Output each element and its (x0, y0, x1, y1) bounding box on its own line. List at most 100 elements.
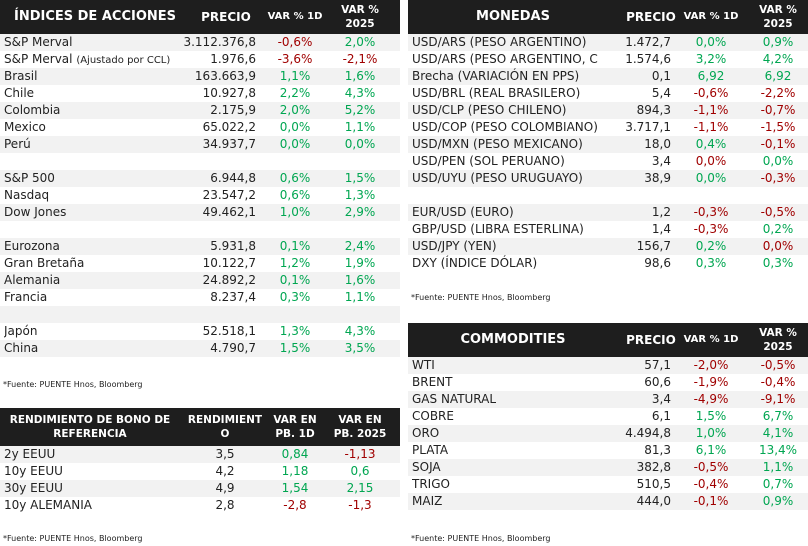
cell-var-1d: 6,92 (697, 69, 725, 83)
table-row: Japón 52.518,1 1,3% 4,3% (0, 323, 400, 340)
table-row: S&P 500 6.944,8 0,6% 1,5% (0, 170, 400, 187)
table-row: Mexico 65.022,2 0,0% 1,1% (0, 119, 400, 136)
cell-price: 98,6 (644, 256, 671, 270)
table-row: China 4.790,7 1,5% 3,5% (0, 340, 400, 357)
cell-name-text: S&P Merval (4, 52, 73, 66)
cell-price: 382,8 (636, 460, 671, 474)
header-var-2025: VAR EN PB. 2025 (333, 414, 387, 440)
cell-name: USD/COP (PESO COLOMBIANO) (412, 120, 598, 134)
cell-var-2025: 1,1% (762, 460, 794, 474)
indices-source: *Fuente: PUENTE Hnos, Bloomberg (3, 380, 143, 389)
currencies-table: MONEDAS PRECIO VAR % 1D VAR % 2025 USD/ARS (… (408, 0, 808, 272)
cell-name: USD/PEN (SOL PERUANO) (412, 154, 565, 168)
cell-var-1d: -0,6% (277, 35, 313, 49)
cell-name: 10y EEUU (4, 464, 63, 478)
cell-var-2025: -0,7% (760, 103, 796, 117)
cell-price: 1.472,7 (625, 35, 671, 49)
cell-var-2025: -0,1% (760, 137, 796, 151)
cell-var-2025: -0,4% (760, 375, 796, 389)
cell-price: 18,0 (644, 137, 671, 151)
cell-name: S&P Merval (Ajustado por CCL) (4, 51, 194, 69)
cell-price: 510,5 (636, 477, 671, 491)
table-row: EUR/USD (EURO) 1,2 -0,3% -0,5% (408, 204, 808, 221)
table-row: USD/PEN (SOL PERUANO) 3,4 0,0% 0,0% (408, 153, 808, 170)
cell-name: Dow Jones (4, 205, 67, 219)
header-price: RENDIMIENT O (187, 414, 263, 440)
cell-var-1d: 0,0% (279, 137, 311, 151)
cell-name: GAS NATURAL (412, 392, 497, 406)
cell-price: 81,3 (644, 443, 671, 457)
table-row: Brecha (VARIACIÓN EN PPS) 0,1 6,92 6,92 (408, 68, 808, 85)
cell-price: 60,6 (644, 375, 671, 389)
cell-name: USD/ARS (PESO ARGENTINO) (412, 35, 587, 49)
cell-price: 444,0 (636, 494, 671, 508)
cell-name: 30y EEUU (4, 481, 63, 495)
cell-var-2025: 4,1% (762, 426, 794, 440)
bonos-header: RENDIMIENTO DE BONO DE REFERENCIA RENDIMI… (0, 408, 400, 446)
cell-var-1d: 0,0% (279, 120, 311, 134)
cell-name: GBP/USD (LIBRA ESTERLINA) (412, 222, 584, 236)
cell-name: PLATA (412, 443, 449, 457)
cell-var-1d: 0,3% (279, 290, 311, 304)
cell-var-2025: 1,5% (344, 171, 376, 185)
table-row: USD/ARS (PESO ARGENTINO, C 1.574,6 3,2% 4,2… (408, 51, 808, 68)
table-row: Francia 8.237,4 0,3% 1,1% (0, 289, 400, 306)
cell-price: 1.976,6 (210, 52, 256, 66)
cell-var-1d: 3,2% (695, 52, 727, 66)
cell-name: Francia (4, 290, 48, 304)
cell-name: Chile (4, 86, 35, 100)
cell-name: 2y EEUU (4, 447, 56, 461)
table-row: S&P Merval (Ajustado por CCL) 1.976,6 -3,6… (0, 51, 400, 68)
table-row: GBP/USD (LIBRA ESTERLINA) 1,4 -0,3% 0,2% (408, 221, 808, 238)
table-row: SOJA 382,8 -0,5% 1,1% (408, 459, 808, 476)
cell-price: 24.892,2 (202, 273, 256, 287)
spacer-row (0, 153, 400, 170)
cell-var-1d: 1,5% (695, 409, 727, 423)
cell-name: USD/JPY (YEN) (412, 239, 497, 253)
indices-header: ÍNDICES DE ACCIONES PRECIO VAR % 1D VAR % 2… (0, 0, 400, 34)
cell-var-2025: -0,5% (760, 205, 796, 219)
cell-var-1d: 2,0% (279, 103, 311, 117)
cell-price: 23.547,2 (202, 188, 256, 202)
cell-var-2025: 0,0% (344, 137, 376, 151)
table-row: USD/COP (PESO COLOMBIANO) 3.717,1 -1,1% -1,… (408, 119, 808, 136)
cell-price: 52.518,1 (202, 324, 256, 338)
cell-var-2025: 1,6% (344, 69, 376, 83)
cell-var-2025: -9,1% (760, 392, 796, 406)
cell-name: S&P 500 (4, 171, 55, 185)
cell-name: MAIZ (412, 494, 443, 508)
cell-name: SOJA (412, 460, 441, 474)
cell-price: 65.022,2 (202, 120, 256, 134)
bonds-source: *Fuente: PUENTE Hnos, Bloomberg (3, 534, 143, 543)
table-row: WTI 57,1 -2,0% -0,5% (408, 357, 808, 374)
cell-var-2025: -0,3% (760, 171, 796, 185)
header-var-2025: VAR % 2025 (759, 327, 797, 353)
cell-name: Alemania (4, 273, 61, 287)
header-price: PRECIO (626, 10, 676, 24)
cell-price: 8.237,4 (210, 290, 256, 304)
cell-price: 4.494,8 (625, 426, 671, 440)
cell-price: 57,1 (644, 358, 671, 372)
cell-var-2025: -2,1% (342, 52, 378, 66)
cell-var-1d: -0,3% (693, 222, 729, 236)
cell-var-1d: -1,1% (693, 120, 729, 134)
cell-var-1d: -0,3% (693, 205, 729, 219)
commodities-header: COMMODITIES PRECIO VAR % 1D VAR % 2025 (408, 323, 808, 357)
cell-var-2025: 0,7% (762, 477, 794, 491)
header-name: ÍNDICES DE ACCIONES (13, 9, 176, 24)
cell-price: 6,1 (651, 409, 671, 423)
cell-price: 4,2 (215, 464, 235, 478)
table-row: TRIGO 510,5 -0,4% 0,7% (408, 476, 808, 493)
cell-name: DXY (ÍNDICE DÓLAR) (412, 256, 538, 270)
cell-name: Perú (4, 137, 31, 151)
cell-var-1d: 1,54 (281, 481, 309, 495)
spacer-row (0, 306, 400, 323)
table-row: PLATA 81,3 6,1% 13,4% (408, 442, 808, 459)
cell-price: 10.122,7 (202, 256, 256, 270)
table-row: USD/BRL (REAL BRASILERO) 5,4 -0,6% -2,2% (408, 85, 808, 102)
table-row: S&P Merval 3.112.376,8 -0,6% 2,0% (0, 34, 400, 51)
table-row: Colombia 2.175,9 2,0% 5,2% (0, 102, 400, 119)
cell-name: S&P Merval (4, 35, 73, 49)
cell-var-1d: 0,0% (695, 154, 727, 168)
cell-name: China (4, 341, 39, 355)
